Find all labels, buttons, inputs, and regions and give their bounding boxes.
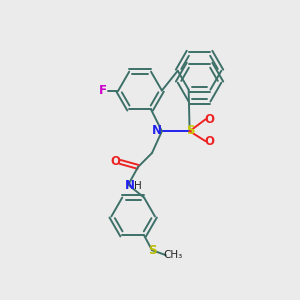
- Text: S: S: [148, 244, 156, 257]
- Text: N: N: [125, 179, 135, 192]
- Text: O: O: [204, 135, 214, 148]
- Text: H: H: [134, 181, 142, 191]
- Text: N: N: [152, 124, 162, 137]
- Text: S: S: [186, 124, 195, 137]
- Text: CH₃: CH₃: [163, 250, 182, 260]
- Text: F: F: [98, 84, 106, 97]
- Text: O: O: [110, 155, 120, 168]
- Text: O: O: [204, 113, 214, 126]
